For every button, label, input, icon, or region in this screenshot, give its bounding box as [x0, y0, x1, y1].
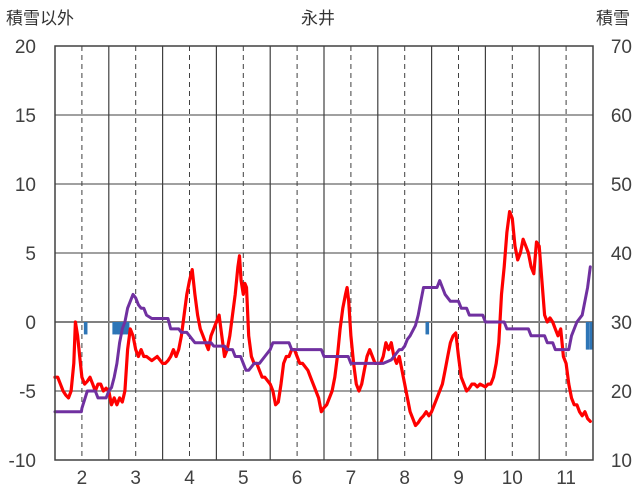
precipitation-bar	[125, 322, 130, 335]
precipitation-bar	[123, 322, 127, 335]
left-axis-label: 積雪以外	[6, 9, 74, 29]
series-line-purple	[53, 265, 592, 414]
axes	[54, 45, 594, 461]
right-y-tick-label: 70	[611, 37, 632, 58]
left-y-tick-label: -10	[9, 451, 36, 472]
right-y-tick-label: 30	[611, 313, 632, 334]
left-y-tick-label: 0	[25, 313, 36, 334]
precipitation-bar	[115, 322, 119, 335]
left-y-tick-label: -5	[19, 382, 36, 403]
x-tick-label: 10	[502, 468, 523, 489]
precipitation-bar	[585, 322, 590, 350]
x-tick-label: 9	[453, 468, 464, 489]
series-line-red	[53, 210, 592, 428]
x-tick-label: 3	[130, 468, 141, 489]
right-axis-label: 積雪	[596, 9, 630, 29]
right-y-tick-label: 20	[611, 382, 632, 403]
plot-frame	[54, 45, 594, 461]
x-tick-label: 7	[346, 468, 357, 489]
x-tick-label: 5	[238, 468, 249, 489]
left-y-tick-label: 10	[15, 175, 36, 196]
x-tick-label: 4	[184, 468, 195, 489]
precipitation-bar	[112, 322, 116, 335]
series-lines	[53, 210, 592, 428]
right-y-tick-label: 10	[611, 451, 632, 472]
precipitation-bar	[425, 322, 430, 335]
x-tick-label: 6	[292, 468, 303, 489]
grid-lines	[55, 46, 593, 460]
precipitation-bar	[83, 322, 88, 335]
precipitation-bar	[589, 322, 594, 350]
x-tick-label: 11	[556, 468, 576, 489]
right-y-tick-label: 60	[611, 106, 632, 127]
right-y-tick-label: 40	[611, 244, 632, 265]
precipitation-bar	[117, 322, 122, 335]
left-y-tick-label: 20	[15, 37, 36, 58]
right-y-tick-label: 50	[611, 175, 632, 196]
tick-labels: -10 -5 0 5 10 15 20 10 20 30 40 50 60 70 2 3 4 5 6 7 8 9 10 11	[9, 37, 632, 489]
left-y-tick-label: 5	[25, 244, 36, 265]
left-y-tick-label: 15	[15, 106, 36, 127]
chart-title: 永井	[301, 9, 335, 29]
x-tick-label: 8	[399, 468, 410, 489]
x-tick-label: 2	[77, 468, 88, 489]
